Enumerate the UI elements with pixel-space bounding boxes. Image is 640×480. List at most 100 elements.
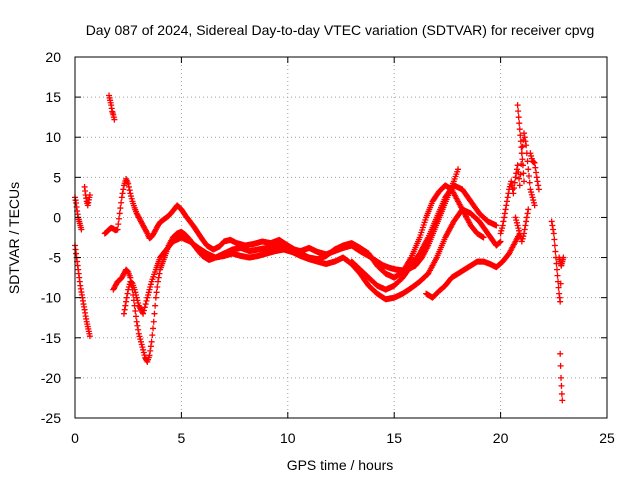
data-point: [525, 206, 532, 213]
data-point: [531, 159, 538, 166]
data-point: [140, 307, 147, 314]
data-point: [513, 219, 520, 226]
data-point: [530, 197, 537, 204]
data-point: [142, 301, 149, 308]
data-point: [139, 344, 146, 351]
x-tick-label: 5: [178, 430, 186, 446]
data-point: [136, 333, 143, 340]
data-point: [521, 226, 528, 233]
data-point: [519, 156, 526, 163]
data-point: [511, 179, 518, 186]
data-point: [86, 191, 93, 198]
data-point: [528, 155, 535, 162]
data-point: [519, 162, 526, 169]
data-point: [533, 169, 540, 176]
data-point: [558, 374, 565, 381]
y-tick-label: 20: [45, 49, 61, 65]
data-point: [131, 286, 138, 293]
series-arc13: [527, 150, 542, 193]
data-point: [525, 172, 532, 179]
data-point: [154, 278, 161, 285]
data-point: [115, 221, 122, 228]
data-point: [147, 347, 154, 354]
data-point: [503, 202, 510, 209]
data-point: [515, 225, 522, 232]
data-point: [127, 190, 134, 197]
data-point: [132, 308, 139, 315]
y-tick-label: -20: [41, 370, 61, 386]
data-point: [511, 185, 518, 192]
data-point: [514, 162, 521, 169]
data-point: [516, 227, 523, 234]
y-tick-label: 15: [45, 89, 61, 105]
data-point: [135, 300, 142, 307]
data-point: [137, 336, 144, 343]
data-point: [552, 248, 559, 255]
data-point: [560, 254, 567, 261]
data-point: [516, 126, 523, 133]
data-point: [526, 179, 533, 186]
data-point: [520, 233, 527, 240]
data-point: [510, 190, 517, 197]
data-point: [535, 182, 542, 189]
data-point: [499, 225, 506, 232]
data-point: [514, 222, 521, 229]
data-point: [557, 298, 564, 305]
data-point: [534, 178, 541, 185]
data-point: [527, 186, 534, 193]
data-point: [528, 191, 535, 198]
data-point: [557, 350, 564, 357]
series-arc4: [101, 166, 462, 274]
series-arc14: [548, 218, 565, 305]
data-point: [114, 226, 121, 233]
data-point: [122, 302, 129, 309]
data-point: [499, 222, 506, 229]
data-point: [150, 318, 157, 325]
data-point: [145, 291, 152, 298]
data-point: [125, 183, 132, 190]
data-point: [140, 349, 147, 356]
data-series: [72, 92, 567, 404]
data-point: [156, 270, 163, 277]
data-point: [548, 218, 555, 225]
data-point: [455, 166, 462, 173]
data-point: [155, 274, 162, 281]
data-point: [558, 382, 565, 389]
data-point: [135, 326, 142, 333]
axis-ticks: [74, 56, 608, 419]
data-point: [134, 297, 141, 304]
y-tick-label: -10: [41, 290, 61, 306]
data-point: [515, 114, 522, 121]
y-tick-label: -25: [41, 410, 61, 426]
data-point: [111, 116, 118, 123]
data-point: [123, 294, 130, 301]
series-arc5: [106, 92, 118, 123]
data-point: [518, 144, 525, 151]
x-axis-title: GPS time / hours: [287, 457, 394, 473]
data-point: [523, 142, 530, 149]
data-point: [118, 194, 125, 201]
data-point: [117, 205, 124, 212]
data-point: [500, 218, 507, 225]
data-point: [150, 325, 157, 332]
data-point: [501, 210, 508, 217]
data-point: [532, 164, 539, 171]
data-point: [118, 199, 125, 206]
data-point: [516, 120, 523, 127]
data-point: [152, 294, 159, 301]
data-point: [515, 108, 522, 115]
data-point: [132, 289, 139, 296]
data-point: [553, 266, 560, 273]
data-point: [517, 171, 524, 178]
series-arc15: [556, 254, 567, 269]
data-point: [530, 199, 537, 206]
x-tick-label: 15: [386, 430, 402, 446]
data-point: [558, 390, 565, 397]
data-point: [557, 280, 564, 287]
data-point: [133, 318, 140, 325]
data-point: [120, 186, 127, 193]
data-point: [480, 234, 487, 241]
data-point: [141, 304, 148, 311]
data-point: [533, 174, 540, 181]
data-point: [513, 217, 520, 224]
